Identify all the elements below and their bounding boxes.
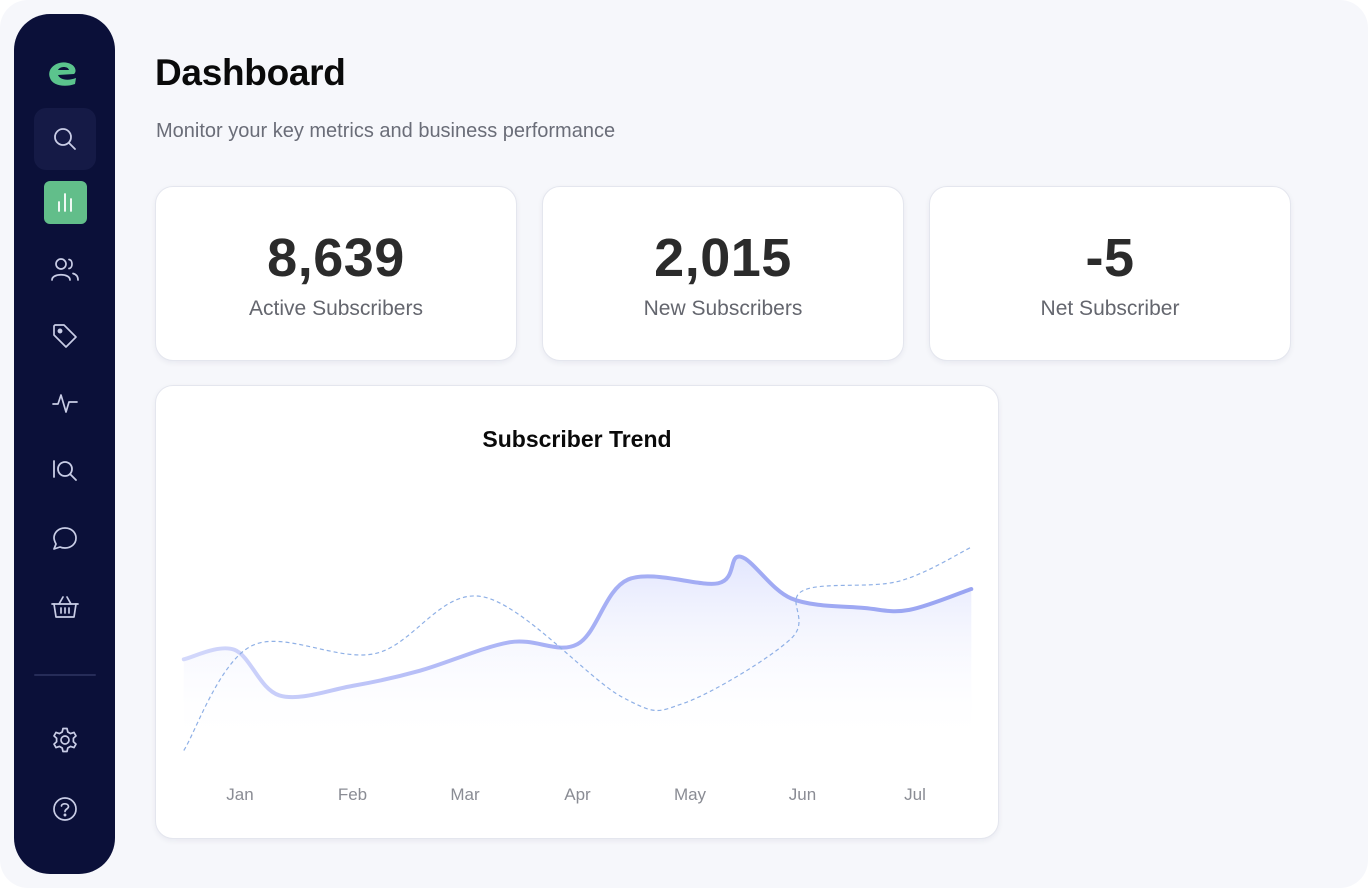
active-indicator <box>43 180 87 224</box>
metric-value: 8,639 <box>267 228 405 288</box>
subscriber-trend-chart-card: Subscriber Trend Jan Feb Mar Apr May Jun Jul <box>155 385 999 839</box>
sidebar-item-activity[interactable] <box>34 372 96 434</box>
sidebar-item-settings[interactable] <box>34 709 96 771</box>
sidebar <box>14 14 115 874</box>
sidebar-item-search[interactable] <box>34 108 96 170</box>
page-subtitle: Monitor your key metrics and business pe… <box>156 120 616 142</box>
sidebar-item-tags[interactable] <box>34 305 96 367</box>
tag-icon <box>53 324 77 348</box>
users-icon <box>51 258 79 281</box>
page-title: Dashboard <box>155 52 346 93</box>
metric-card-active-subscribers[interactable]: 8,639 Active Subscribers <box>155 186 517 361</box>
metric-value: -5 <box>1085 228 1135 288</box>
x-tick-label: Jun <box>789 785 816 804</box>
series-line-solid[interactable] <box>181 554 974 700</box>
help-circle-icon <box>53 797 77 821</box>
subscriber-trend-chart[interactable]: Jan Feb Mar Apr May Jun Jul <box>156 386 1000 840</box>
basket-icon <box>51 596 79 618</box>
chart-title: Subscriber Trend <box>482 426 672 452</box>
sidebar-divider <box>34 674 96 676</box>
sidebar-item-analytics[interactable] <box>34 171 96 233</box>
search-icon <box>54 128 76 150</box>
sidebar-item-shop[interactable] <box>34 576 96 638</box>
series-area <box>183 556 972 746</box>
x-tick-label: Jul <box>904 785 926 804</box>
x-tick-label: Mar <box>450 785 480 804</box>
metric-card-new-subscribers[interactable]: 2,015 New Subscribers <box>542 186 904 361</box>
x-tick-label: May <box>674 785 707 804</box>
bar-chart-icon <box>58 193 72 212</box>
sidebar-item-users[interactable] <box>34 238 96 300</box>
metric-label: Active Subscribers <box>249 297 423 320</box>
metric-card-net-subscriber[interactable]: -5 Net Subscriber <box>929 186 1291 361</box>
series-line-dashed[interactable] <box>183 546 972 751</box>
gear-icon <box>53 727 77 753</box>
x-tick-label: Jan <box>226 785 253 804</box>
metric-label: New Subscribers <box>643 297 803 320</box>
sidebar-item-iq[interactable] <box>34 439 96 501</box>
sidebar-item-help[interactable] <box>34 778 96 840</box>
activity-icon <box>52 394 78 413</box>
x-tick-label: Feb <box>338 785 367 804</box>
metric-label: Net Subscriber <box>1040 297 1180 320</box>
metric-value: 2,015 <box>654 228 792 288</box>
sidebar-item-messages[interactable] <box>34 508 96 570</box>
x-tick-label: Apr <box>564 785 591 804</box>
iq-icon <box>53 460 77 481</box>
chat-bubble-icon <box>53 527 77 550</box>
brand-e-logo-icon[interactable] <box>44 56 84 88</box>
